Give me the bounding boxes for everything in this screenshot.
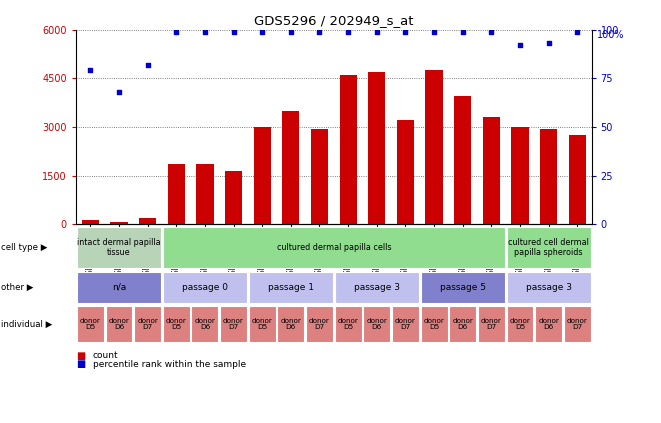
Text: donor
D6: donor D6 — [452, 318, 473, 330]
Bar — [540, 129, 557, 224]
Point — [314, 28, 325, 35]
Bar — [506, 272, 591, 303]
Bar — [196, 164, 214, 224]
Bar — [192, 306, 218, 342]
Bar — [506, 306, 533, 342]
Text: donor
D5: donor D5 — [166, 318, 186, 330]
Text: donor
D5: donor D5 — [424, 318, 444, 330]
Bar — [478, 306, 505, 342]
Text: donor
D5: donor D5 — [80, 318, 100, 330]
Point — [200, 28, 210, 35]
Bar — [77, 272, 161, 303]
Text: 100%: 100% — [597, 30, 624, 40]
Point — [114, 88, 124, 95]
Text: donor
D7: donor D7 — [567, 318, 588, 330]
Text: donor
D6: donor D6 — [538, 318, 559, 330]
Text: donor
D6: donor D6 — [108, 318, 130, 330]
Bar — [278, 306, 304, 342]
Bar — [426, 70, 443, 224]
Bar — [220, 306, 247, 342]
Bar — [334, 306, 362, 342]
Point — [85, 67, 96, 74]
Bar — [139, 218, 156, 224]
Point — [228, 28, 239, 35]
Bar — [82, 220, 99, 224]
Point — [142, 61, 153, 68]
Bar — [110, 222, 128, 224]
Text: passage 5: passage 5 — [440, 283, 486, 292]
Bar — [420, 272, 505, 303]
Bar — [454, 96, 471, 224]
Point — [543, 40, 554, 47]
Text: donor
D7: donor D7 — [137, 318, 158, 330]
Text: count: count — [93, 351, 118, 360]
Text: donor
D7: donor D7 — [223, 318, 244, 330]
Bar — [564, 306, 591, 342]
Text: cultured dermal papilla cells: cultured dermal papilla cells — [276, 243, 391, 252]
Bar — [282, 111, 299, 224]
Point — [257, 28, 268, 35]
Text: ■: ■ — [76, 359, 85, 369]
Bar — [512, 127, 529, 224]
Text: donor
D5: donor D5 — [510, 318, 530, 330]
Bar — [163, 306, 190, 342]
Bar — [397, 121, 414, 224]
Text: ■: ■ — [76, 351, 85, 361]
Bar — [364, 306, 390, 342]
Bar — [163, 272, 247, 303]
Bar — [249, 272, 333, 303]
Text: passage 0: passage 0 — [182, 283, 228, 292]
Bar — [311, 129, 328, 224]
Bar — [392, 306, 419, 342]
Text: donor
D6: donor D6 — [194, 318, 215, 330]
Text: donor
D6: donor D6 — [366, 318, 387, 330]
Text: passage 3: passage 3 — [525, 283, 572, 292]
Point — [486, 28, 496, 35]
Text: donor
D5: donor D5 — [338, 318, 358, 330]
Title: GDS5296 / 202949_s_at: GDS5296 / 202949_s_at — [254, 14, 414, 27]
Text: passage 1: passage 1 — [268, 283, 314, 292]
Text: cell type ▶: cell type ▶ — [1, 243, 47, 252]
Bar — [483, 117, 500, 224]
Point — [572, 28, 582, 35]
Bar — [506, 227, 591, 268]
Bar — [334, 272, 419, 303]
Text: other ▶: other ▶ — [1, 283, 33, 292]
Text: donor
D6: donor D6 — [280, 318, 301, 330]
Bar — [449, 306, 476, 342]
Bar — [368, 72, 385, 224]
Text: donor
D7: donor D7 — [481, 318, 502, 330]
Bar — [254, 127, 271, 224]
Text: passage 3: passage 3 — [354, 283, 400, 292]
Bar — [249, 306, 276, 342]
Bar — [535, 306, 562, 342]
Point — [286, 28, 296, 35]
Point — [343, 28, 354, 35]
Point — [515, 42, 525, 49]
Bar — [420, 306, 447, 342]
Point — [171, 28, 182, 35]
Bar — [77, 306, 104, 342]
Text: n/a: n/a — [112, 283, 126, 292]
Bar — [306, 306, 333, 342]
Bar — [77, 227, 161, 268]
Bar — [168, 164, 185, 224]
Bar — [106, 306, 132, 342]
Text: individual ▶: individual ▶ — [1, 319, 52, 329]
Text: donor
D5: donor D5 — [252, 318, 272, 330]
Text: cultured cell dermal
papilla spheroids: cultured cell dermal papilla spheroids — [508, 238, 589, 257]
Point — [429, 28, 440, 35]
Text: donor
D7: donor D7 — [309, 318, 330, 330]
Text: intact dermal papilla
tissue: intact dermal papilla tissue — [77, 238, 161, 257]
Point — [371, 28, 382, 35]
Bar — [163, 227, 505, 268]
Bar — [568, 135, 586, 224]
Bar — [225, 171, 242, 224]
Bar — [340, 75, 357, 224]
Bar — [134, 306, 161, 342]
Text: percentile rank within the sample: percentile rank within the sample — [93, 360, 246, 369]
Point — [400, 28, 410, 35]
Text: donor
D7: donor D7 — [395, 318, 416, 330]
Point — [457, 28, 468, 35]
